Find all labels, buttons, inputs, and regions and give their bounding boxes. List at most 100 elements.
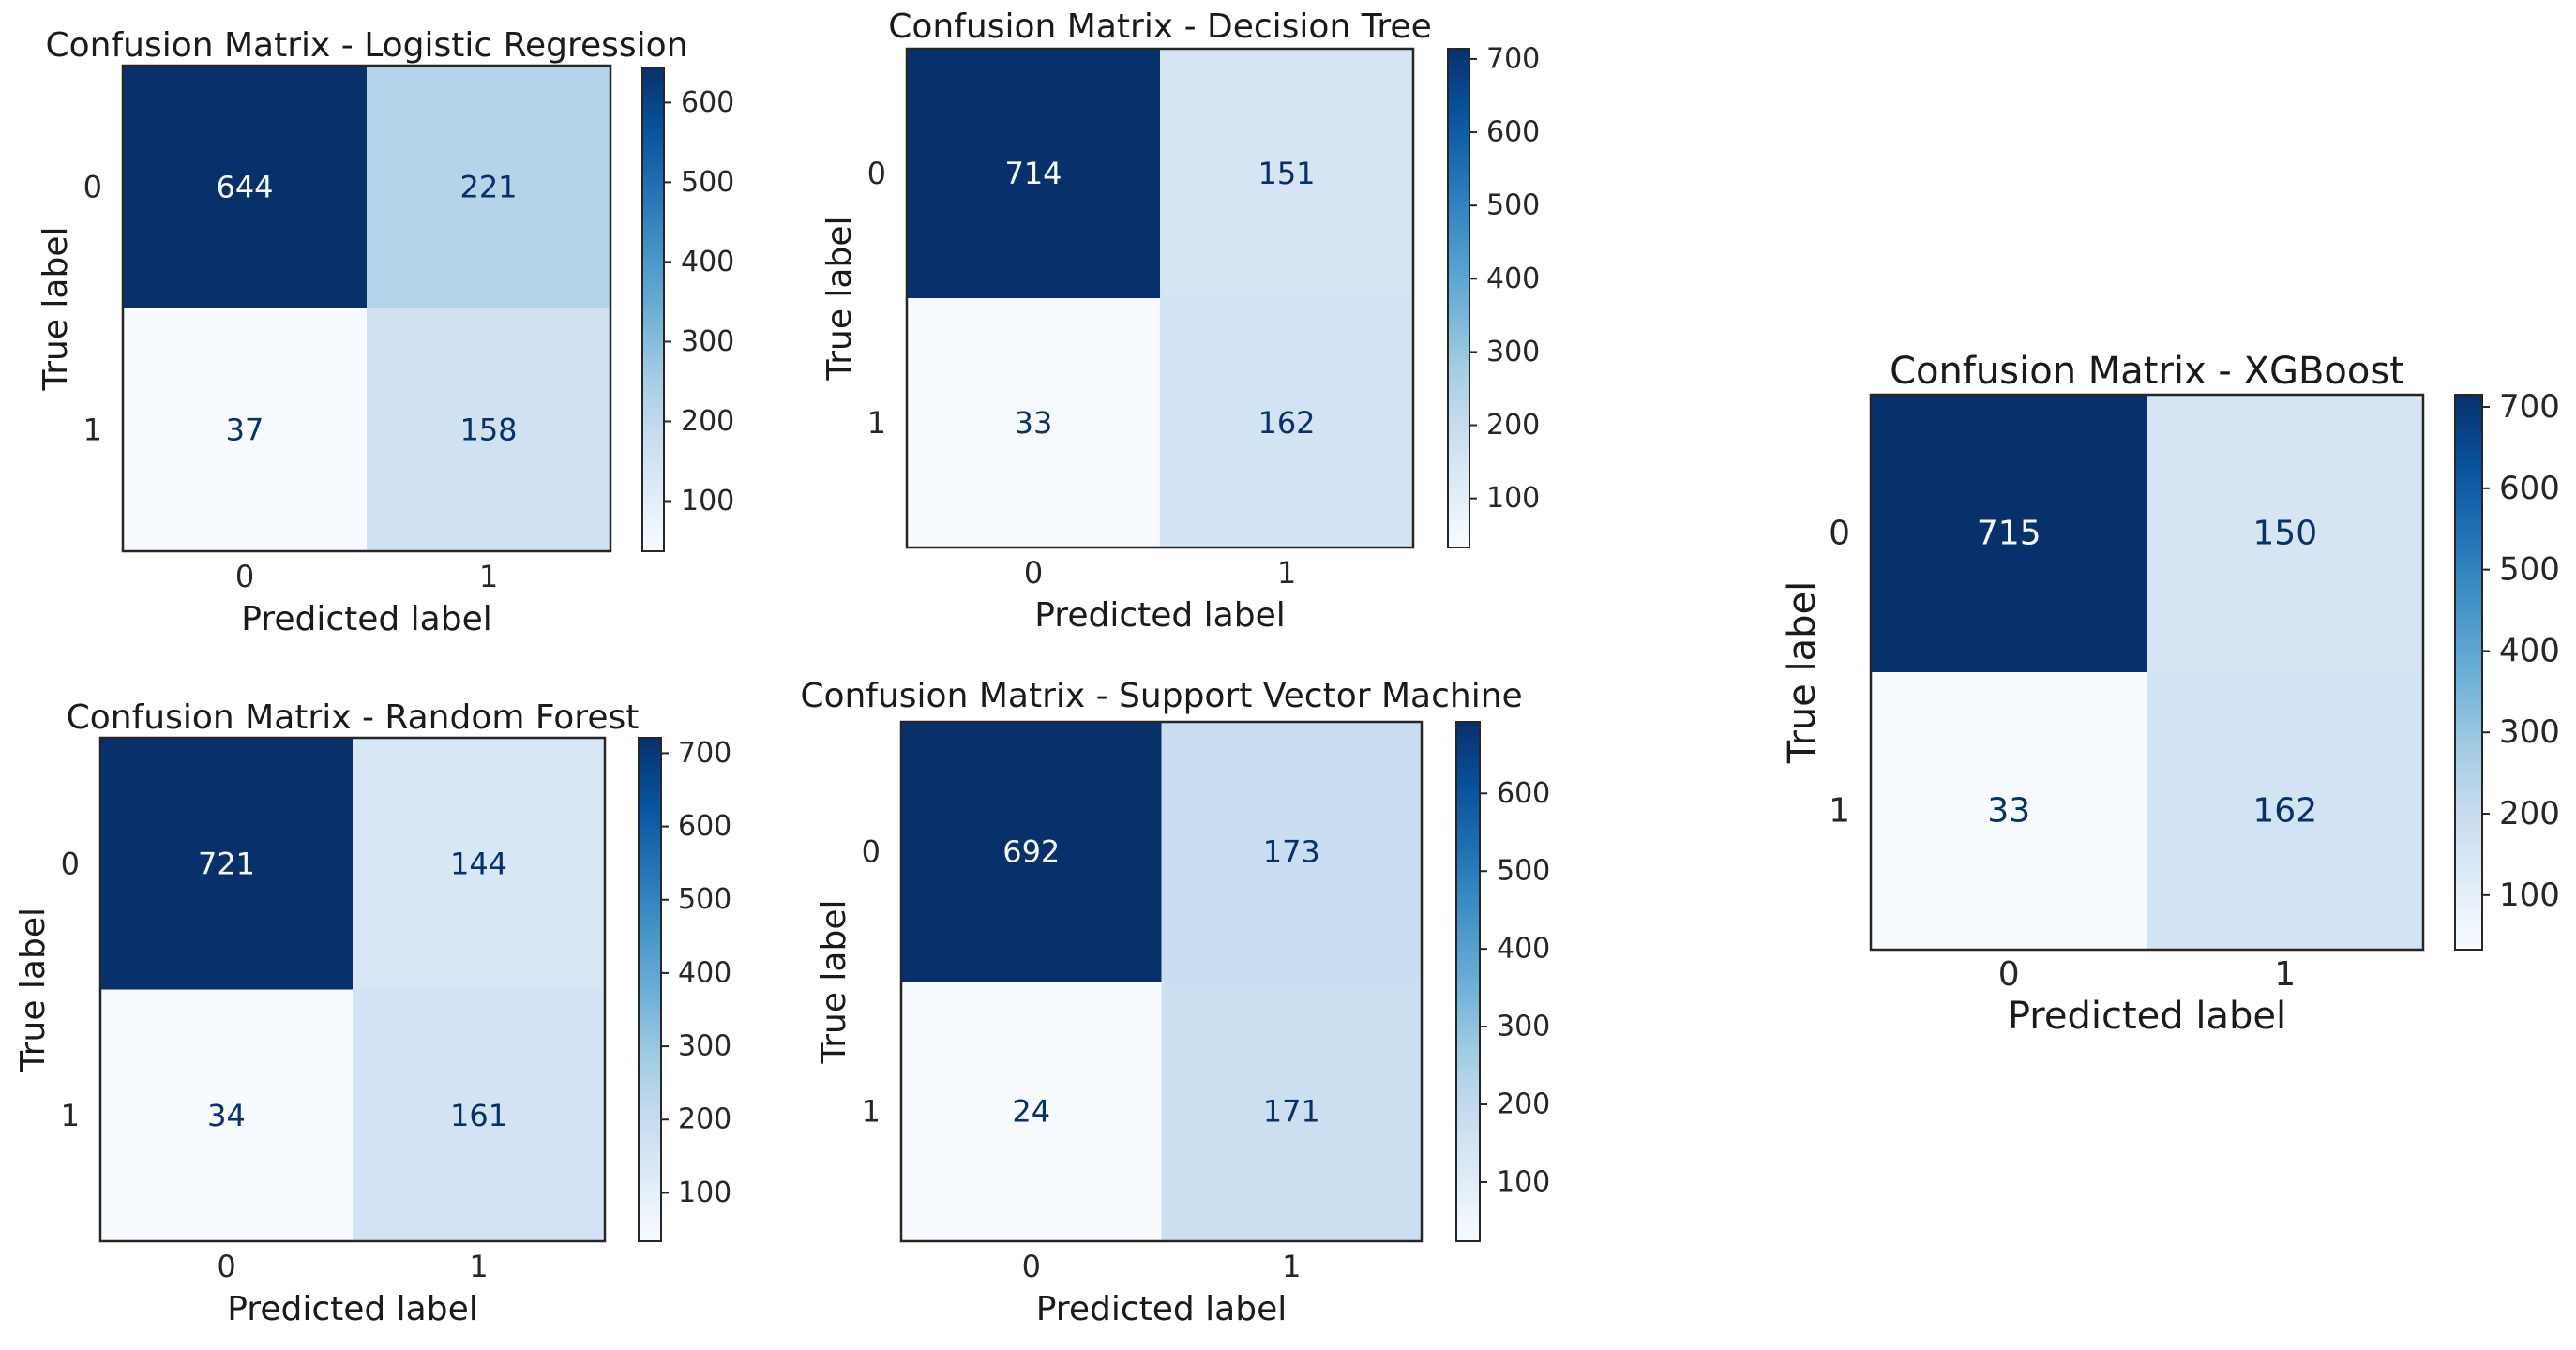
heatmap-cell-1-0 (901, 982, 1162, 1241)
colorbar-tick-label-5: 600 (1486, 116, 1540, 149)
x-tick-label-1: 1 (1282, 1249, 1301, 1284)
x-tick-label-1: 1 (469, 1249, 488, 1284)
y-tick-label-1: 1 (862, 1094, 881, 1130)
cell-value-label-1-0: 37 (226, 412, 264, 448)
heatmap-cell-1-1 (353, 989, 605, 1241)
colorbar-tick-label-2: 300 (1497, 1011, 1550, 1043)
cell-value-label-1-0: 33 (1015, 405, 1053, 441)
y-tick-label-1: 1 (83, 412, 102, 448)
axes-frame (1869, 393, 2425, 952)
cell-value-label-0-0: 644 (216, 170, 273, 205)
colorbar-tick-label-4: 500 (1497, 855, 1550, 888)
colorbar-tick-label-2: 300 (1486, 336, 1540, 368)
cell-value-label-0-0: 715 (1977, 515, 2041, 553)
colorbar-tick-label-1: 200 (681, 405, 734, 438)
cell-value-label-1-1: 158 (459, 412, 517, 448)
y-axis-label: True label (821, 217, 859, 382)
colorbar-tick-label-2: 300 (678, 1030, 731, 1063)
y-tick-label-0: 0 (867, 156, 886, 191)
cell-value-label-1-0: 33 (1987, 792, 2030, 831)
heatmap-cell-0-1 (367, 66, 610, 308)
heatmap-cell-1-1 (1161, 982, 1422, 1241)
x-tick-label-0: 0 (235, 559, 254, 594)
heatmap-cell-1-0 (100, 989, 353, 1241)
y-axis-label: True label (1781, 581, 1824, 764)
y-tick-label-1: 1 (61, 1098, 80, 1133)
heatmap-cell-0-0 (1871, 395, 2147, 672)
colorbar-tick-label-4: 500 (1486, 189, 1540, 222)
colorbar-tick-label-0: 100 (1497, 1165, 1550, 1198)
y-tick-label-0: 0 (862, 834, 881, 870)
heatmap-cell-1-0 (907, 298, 1160, 548)
x-axis-label: Predicted label (241, 600, 492, 638)
cell-value-label-1-1: 161 (450, 1098, 507, 1133)
colorbar-tick-label-5: 600 (2499, 470, 2560, 507)
heatmap-cell-1-1 (1160, 298, 1413, 548)
x-tick-label-0: 0 (1998, 955, 2020, 994)
cell-value-label-0-0: 721 (198, 846, 255, 881)
colorbar-tick-label-5: 600 (678, 810, 731, 843)
colorbar-tick-label-2: 300 (681, 325, 734, 358)
chart-title: Confusion Matrix - Decision Tree (888, 8, 1431, 46)
colorbar-tick-label-3: 400 (681, 246, 734, 278)
heatmap-cell-0-0 (123, 66, 367, 308)
axes-frame (899, 720, 1424, 1243)
chart-title: Confusion Matrix - Logistic Regression (45, 26, 687, 65)
colorbar-tick-label-5: 600 (681, 86, 734, 119)
x-tick-label-0: 0 (1022, 1249, 1041, 1284)
heatmap-cell-1-0 (123, 308, 367, 551)
chart-title: Confusion Matrix - Random Forest (67, 698, 640, 737)
y-tick-label-0: 0 (83, 170, 102, 205)
colorbar-tick-label-6: 700 (678, 737, 731, 770)
colorbar (638, 737, 662, 1242)
y-tick-label-0: 0 (1829, 515, 1850, 553)
cell-value-label-0-0: 714 (1004, 156, 1062, 191)
cell-value-label-0-1: 150 (2252, 515, 2317, 553)
x-tick-label-1: 1 (2274, 955, 2296, 994)
y-axis-label: True label (815, 900, 853, 1065)
colorbar-tick-label-4: 500 (678, 883, 731, 916)
x-tick-label-0: 0 (1024, 555, 1043, 591)
x-tick-label-1: 1 (479, 559, 498, 594)
y-tick-label-1: 1 (867, 405, 886, 441)
x-axis-label: Predicted label (1036, 1290, 1288, 1328)
cell-value-label-0-1: 221 (459, 170, 517, 205)
colorbar-tick-label-3: 400 (1486, 262, 1540, 295)
colorbar-tick-label-0: 100 (678, 1177, 731, 1209)
confusion-matrix-plot-1: 644 221 37 158 Confusion Matrix - Logistic R… (37, 26, 734, 638)
colorbar (2454, 394, 2483, 951)
chart-title: Confusion Matrix - XGBoost (1890, 350, 2404, 393)
heatmap-cell-1-1 (367, 308, 610, 551)
cell-value-label-1-1: 171 (1263, 1094, 1320, 1130)
colorbar-tick-label-4: 500 (681, 166, 734, 199)
heatmap-cell-1-1 (2147, 672, 2423, 950)
heatmap-cell-1-0 (1871, 672, 2147, 950)
x-tick-label-1: 1 (1277, 555, 1296, 591)
x-axis-label: Predicted label (227, 1290, 478, 1328)
y-axis-label: True label (14, 908, 53, 1072)
axes-frame (905, 47, 1415, 549)
colorbar-tick-label-5: 600 (1497, 777, 1550, 810)
y-axis-label: True label (37, 227, 75, 392)
colorbar-tick-label-0: 100 (1486, 482, 1540, 515)
y-tick-label-1: 1 (1829, 792, 1850, 831)
confusion-matrix-plot-3: 721 144 34 161 Confusion Matrix - Random For… (14, 698, 731, 1328)
colorbar-tick-label-2: 300 (2499, 713, 2560, 751)
confusion-matrix-plot-4: 692 173 24 171 Confusion Matrix - Support Ve… (800, 677, 1550, 1328)
heatmap-cell-0-0 (907, 49, 1160, 298)
heatmap-cell-0-1 (353, 738, 605, 990)
colorbar-tick-label-4: 500 (2499, 551, 2560, 589)
chart-title: Confusion Matrix - Support Vector Machin… (800, 677, 1522, 715)
colorbar-tick-label-1: 200 (678, 1103, 731, 1136)
x-axis-label: Predicted label (1034, 596, 1286, 635)
colorbar-tick-label-0: 100 (2499, 877, 2560, 914)
cell-value-label-1-0: 24 (1012, 1094, 1050, 1130)
heatmap-cell-0-0 (901, 722, 1162, 982)
colorbar-tick-label-3: 400 (678, 956, 731, 989)
colorbar-tick-label-6: 700 (2499, 388, 2560, 426)
heatmap-cell-0-1 (1161, 722, 1422, 982)
cell-value-label-1-1: 162 (1258, 405, 1315, 441)
